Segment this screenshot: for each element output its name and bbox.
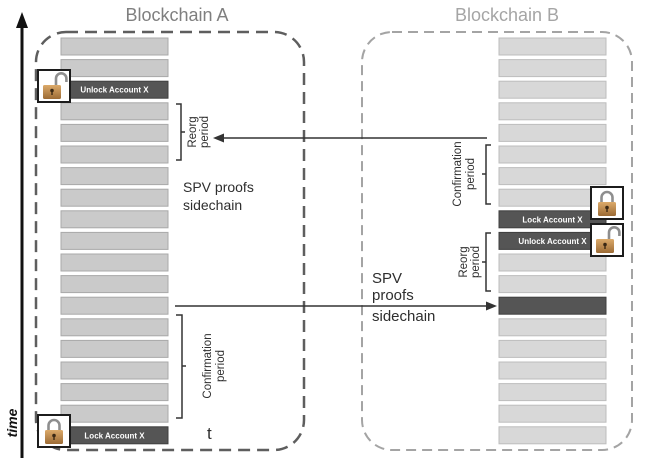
blockchain-a-confirmation-label: period: [215, 350, 227, 382]
blockchain-b-confirmation-label: Confirmation: [452, 141, 464, 206]
blockchain-b-block: [498, 426, 607, 445]
blockchain-a-reorg-bracket: [176, 103, 185, 161]
blockchain-b-block: [498, 318, 607, 337]
b-to-a-spv-label: SPV proofs: [183, 179, 254, 195]
unlocked-padlock-icon: [37, 69, 71, 103]
blockchain-a-block: [60, 188, 169, 207]
blockchain-b-block: [498, 59, 607, 78]
blockchain-a-reorg-label: Reorg: [187, 116, 199, 147]
blockchain-a-t-label: t: [207, 424, 212, 443]
blockchain-b-block: [498, 167, 607, 186]
blockchain-b-block: [498, 253, 607, 272]
padlock-keyhole-slot: [53, 435, 55, 440]
blockchain-a-block: [60, 37, 169, 56]
a-to-b-spv-label: sidechain: [372, 308, 435, 325]
blockchain-a-block: [60, 123, 169, 142]
time-axis: time: [4, 12, 28, 458]
blockchain-b-block: [498, 37, 607, 56]
blockchain-a-block: [60, 59, 169, 78]
padlock-keyhole-slot: [606, 207, 608, 212]
a-to-b-arrow: [175, 301, 497, 311]
blockchain-b-boundary: [361, 31, 633, 451]
blockchain-a-block: [60, 275, 169, 294]
blockchain-b-reorg-bracket: [482, 232, 491, 292]
blockchain-b-block: [498, 275, 607, 294]
unlocked-padlock-icon: [590, 223, 624, 257]
blockchain-b-block: [498, 123, 607, 142]
blockchain-a-title: Blockchain A: [125, 5, 228, 25]
padlock-keyhole-slot: [51, 90, 53, 95]
blockchain-a-block: [60, 167, 169, 186]
blockchain-b-title: Blockchain B: [455, 5, 559, 25]
blockchain-a-block: [60, 210, 169, 229]
blockchain-a-block: [60, 253, 169, 272]
blockchain-a-block: [60, 339, 169, 358]
blockchain-b-block-label: Lock Account X: [522, 215, 583, 224]
blockchain-a-block: [60, 102, 169, 121]
blockchain-b-block: [498, 404, 607, 423]
blockchain-b-block: [498, 80, 607, 99]
time-axis-arrowhead: [16, 12, 28, 28]
b-to-a-arrow: [213, 133, 487, 143]
blockchain-a-boundary: [34, 30, 306, 452]
blockchain-b-blocks: Lock Account X Unlock Account X: [498, 37, 607, 445]
blockchain-b-block: [498, 145, 607, 164]
blockchain-b-block: [498, 361, 607, 380]
blockchain-a-confirmation-bracket: [176, 314, 186, 419]
padlock-shackle: [47, 418, 61, 431]
a-to-b-arrowhead: [486, 301, 497, 311]
blockchain-a-block-label: Unlock Account X: [80, 86, 149, 95]
blockchain-b-block: [498, 188, 607, 207]
blockchain-b-block-label: Unlock Account X: [518, 237, 587, 246]
blockchain-a-reorg-label: period: [199, 116, 211, 148]
locked-padlock-icon: [590, 186, 624, 220]
blockchain-a-block-label: Lock Account X: [84, 431, 145, 440]
blockchain-a-block: [60, 404, 169, 423]
blockchain-a-blocks: Unlock Account X Lock Account X: [60, 37, 169, 445]
blockchain-b-confirmation-label: period: [465, 158, 477, 190]
blockchain-b-block: [498, 102, 607, 121]
blockchain-b-highlighted-block: [498, 296, 607, 315]
blockchain-a-block: [60, 318, 169, 337]
a-to-b-spv-label: SPV: [372, 270, 402, 287]
b-to-a-arrowhead: [213, 133, 224, 143]
padlock-shackle: [600, 190, 614, 203]
locked-padlock-icon: [37, 414, 71, 448]
blockchain-b-block: [498, 339, 607, 358]
a-to-b-spv-label: proofs: [372, 287, 414, 304]
blockchain-a-block: [60, 361, 169, 380]
blockchain-b-confirmation-bracket: [482, 144, 491, 205]
blockchain-b-block: [498, 383, 607, 402]
blockchain-a-block: [60, 231, 169, 250]
blockchain-a-block: [60, 145, 169, 164]
blockchain-a-block: [60, 296, 169, 315]
time-axis-label: time: [4, 408, 20, 437]
padlock-keyhole-slot: [604, 244, 606, 249]
blockchain-b-reorg-label: Reorg: [458, 246, 470, 277]
blockchain-a-block: [60, 383, 169, 402]
padlock-shackle: [607, 226, 621, 240]
blockchain-b-reorg-label: period: [470, 246, 482, 278]
b-to-a-spv-label: sidechain: [183, 197, 242, 213]
padlock-shackle: [54, 72, 68, 86]
blockchain-a-confirmation-label: Confirmation: [202, 333, 214, 398]
